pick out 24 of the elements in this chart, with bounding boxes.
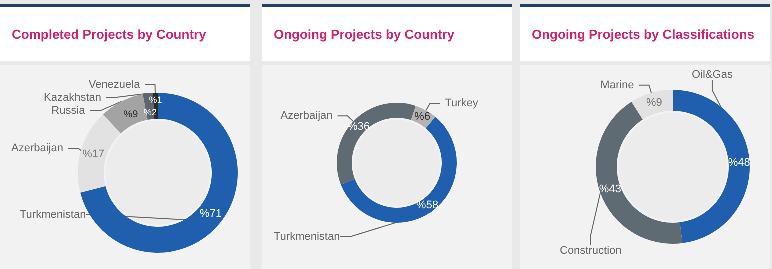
slice-label: Turkey [445,98,479,110]
data-label: %2 [144,107,157,118]
data-label: %17 [82,148,105,160]
slice-label: Azerbaijan [11,142,64,154]
slice-label: Venezuela [88,79,142,92]
slice-label: Turkmenistan [20,209,86,221]
slice-label: Kazakhstan [44,92,102,104]
data-label: %71 [200,208,222,220]
data-label: %58 [416,200,439,212]
slice-label: Russia [52,105,86,118]
data-label: %6 [414,111,431,124]
data-label: %1 [149,95,162,106]
slice-label: Marine [600,79,634,92]
data-label: %43 [599,184,622,196]
slice-label: Azerbaijan [280,110,333,122]
slice-label: Oil&Gas [692,69,734,81]
data-label: %9 [646,97,662,110]
chart-title: Completed Projects by Country [0,7,250,65]
chart-title: Ongoing Projects by Country [262,7,512,65]
slice-label: Turkmenistan [274,231,340,243]
data-label: %9 [124,109,139,120]
data-label: %48 [728,156,750,169]
chart-title: Ongoing Projects by Classifications [520,7,770,65]
slice-label: Construction [560,245,622,257]
